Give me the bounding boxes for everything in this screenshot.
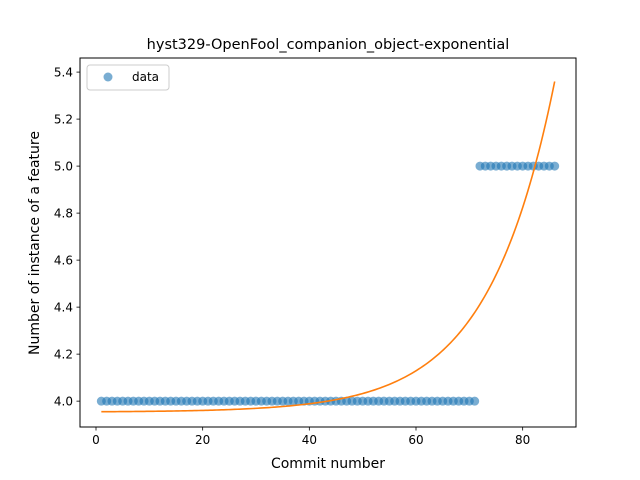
x-tick-label: 40 (302, 433, 317, 447)
chart-title: hyst329-OpenFool_companion_object-expone… (147, 37, 510, 53)
plot-marks (96, 81, 560, 413)
data-point (470, 396, 480, 406)
x-tick-label: 60 (408, 433, 423, 447)
x-tick-label: 80 (515, 433, 530, 447)
y-tick-label: 5.2 (54, 113, 73, 127)
plot-frame (79, 57, 577, 428)
y-tick-label: 4.6 (54, 254, 73, 268)
x-axis-ticks: 0 20 40 60 80 (92, 427, 530, 447)
y-axis-ticks: 4.0 4.2 4.4 4.6 4.8 5.0 5.2 5.4 (54, 66, 80, 409)
y-tick-label: 4.8 (54, 207, 73, 221)
x-tick-label: 20 (195, 433, 210, 447)
y-tick-label: 4.0 (54, 395, 73, 409)
y-tick-label: 5.4 (54, 66, 73, 80)
y-tick-label: 4.2 (54, 348, 73, 362)
x-axis-label: Commit number (271, 456, 385, 472)
x-tick-label: 0 (92, 433, 100, 447)
legend-marker-data (103, 72, 113, 82)
legend-box (86, 64, 170, 91)
data-point (550, 161, 560, 171)
legend: data (86, 64, 170, 91)
y-tick-label: 4.4 (54, 301, 73, 315)
y-axis-label: Number of instance of a feature (27, 131, 43, 355)
y-tick-label: 5.0 (54, 160, 73, 174)
fit-line (101, 81, 556, 413)
legend-label-data: data (132, 70, 159, 84)
